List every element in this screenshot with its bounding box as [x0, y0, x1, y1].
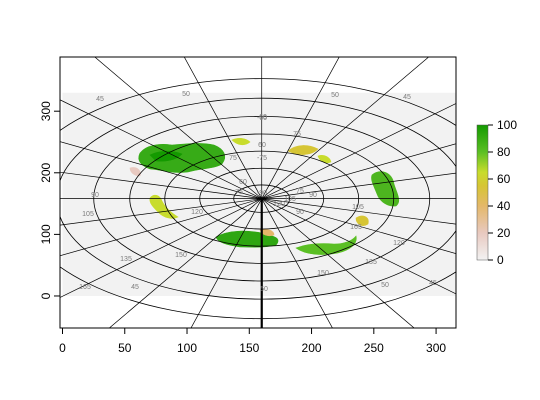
longitude-label: 120 [393, 240, 405, 247]
legend-tick-label: 80 [497, 145, 511, 159]
longitude-label: 50 [331, 92, 339, 99]
legend-tick-label: 60 [497, 172, 511, 186]
legend-tick-label: 100 [497, 118, 517, 132]
legend-tick-label: 0 [497, 253, 504, 267]
meridian-line [261, 198, 333, 328]
ice-patch-north-edge [231, 137, 251, 146]
longitude-label: 50 [260, 286, 268, 293]
x-tick-label: 100 [177, 341, 197, 355]
meridian-line [261, 143, 456, 199]
ice-patch-west-edge [129, 167, 141, 177]
x-tick-label: 150 [239, 341, 259, 355]
longitude-label: 150 [317, 270, 329, 277]
longitude-label: 50 [381, 282, 389, 289]
ice-patch-southeast [295, 235, 357, 255]
x-tick-label: 50 [118, 341, 132, 355]
meridian-line [60, 141, 262, 199]
longitude-label: 105 [352, 204, 364, 211]
ice-patch-northeast-small [317, 155, 332, 164]
meridian-line [94, 57, 262, 199]
x-tick-label: 300 [426, 341, 446, 355]
longitude-label: 90 [91, 192, 99, 199]
longitude-label: 90 [296, 209, 304, 216]
ice-patch-north [138, 143, 226, 173]
ice-patch-west [149, 194, 179, 219]
y-tick-label: 200 [39, 162, 53, 182]
y-axis: 0 100 200 300 [39, 101, 61, 299]
x-tick-label: 250 [364, 341, 384, 355]
longitude-label: 135 [120, 256, 132, 263]
legend-tick-label: 20 [497, 226, 511, 240]
longitude-label: 75 [229, 155, 237, 162]
color-legend: 100 80 60 40 20 0 [476, 118, 517, 267]
x-axis: 0 50 100 150 200 250 300 [59, 327, 446, 355]
latitude-label: -90 [257, 190, 267, 197]
meridian-line [261, 198, 456, 225]
longitude-label: 75 [235, 189, 243, 196]
longitude-label: 60 [239, 179, 247, 186]
ice-patch-southeast-edge [355, 215, 369, 226]
meridian-line [261, 57, 430, 199]
legend-tick-label: 40 [497, 199, 511, 213]
longitude-label: 45 [131, 284, 139, 291]
meridian-line [261, 198, 456, 295]
longitude-label: 75 [293, 131, 301, 138]
longitude-label: 45 [429, 280, 437, 287]
latitude-label: -60 [257, 115, 267, 122]
longitude-label: 60 [259, 114, 267, 121]
ice-concentration-layer [129, 137, 400, 255]
longitude-label: 50 [182, 91, 190, 98]
latitude-label: -75 [257, 155, 267, 162]
y-tick-label: 300 [39, 101, 53, 121]
longitude-label: 75 [296, 188, 304, 195]
longitude-label: 105 [284, 196, 296, 203]
longitude-label: 165 [350, 224, 362, 231]
meridian-line [108, 198, 262, 328]
meridian-line [60, 99, 262, 199]
meridian-line [190, 198, 263, 328]
y-tick-label: 0 [39, 292, 53, 299]
longitude-label: 90 [309, 192, 317, 199]
y-tick-label: 100 [39, 224, 53, 244]
meridian-line [261, 198, 415, 328]
meridian-line [60, 198, 262, 298]
longitude-label: 60 [258, 142, 266, 149]
ice-patch-east [371, 171, 400, 207]
longitude-label: 120 [191, 209, 203, 216]
x-tick-label: 200 [302, 341, 322, 355]
meridian-line [261, 198, 456, 254]
longitude-label: 165 [79, 284, 91, 291]
legend-color-bar [476, 124, 489, 261]
meridian-line [60, 198, 262, 257]
meridian-line [183, 57, 263, 199]
meridian-line [60, 198, 262, 226]
longitude-label: 135 [365, 259, 377, 266]
longitude-label: 45 [96, 96, 104, 103]
longitude-label: 105 [82, 211, 94, 218]
x-tick-label: 0 [59, 341, 66, 355]
meridian-line [60, 171, 262, 200]
longitude-label: 150 [175, 252, 187, 259]
meridian-line [261, 57, 340, 199]
meridian-line [261, 103, 456, 199]
longitude-label: 120 [273, 201, 285, 208]
longitude-label: 45 [403, 94, 411, 101]
meridian-line [261, 172, 456, 200]
